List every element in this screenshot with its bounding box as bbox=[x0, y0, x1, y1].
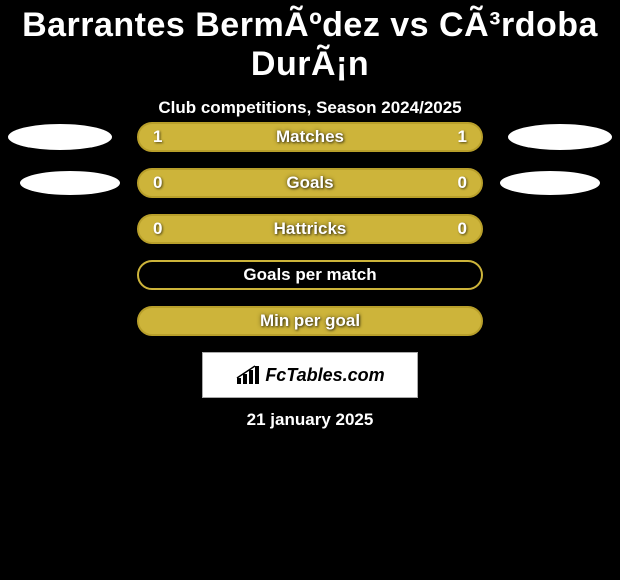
stats-rows: 1 Matches 1 0 Goals 0 0 Hattricks 0 bbox=[0, 122, 620, 352]
stat-label: Goals bbox=[286, 173, 333, 193]
stat-value-right: 0 bbox=[458, 219, 467, 239]
stat-label: Hattricks bbox=[274, 219, 347, 239]
player-left-marker bbox=[20, 171, 120, 195]
stat-label: Min per goal bbox=[260, 311, 360, 331]
stat-row-mpg: Min per goal bbox=[0, 306, 620, 336]
stat-row-gpm: Goals per match bbox=[0, 260, 620, 290]
stat-bar: 0 Hattricks 0 bbox=[137, 214, 483, 244]
source-logo: FcTables.com bbox=[202, 352, 418, 398]
player-right-marker bbox=[508, 124, 612, 150]
player-right-marker bbox=[500, 171, 600, 195]
stat-row-hattricks: 0 Hattricks 0 bbox=[0, 214, 620, 244]
stat-row-goals: 0 Goals 0 bbox=[0, 168, 620, 198]
page-title: Barrantes BermÃºdez vs CÃ³rdoba DurÃ¡n bbox=[0, 0, 620, 84]
stat-row-matches: 1 Matches 1 bbox=[0, 122, 620, 152]
snapshot-date: 21 january 2025 bbox=[0, 410, 620, 430]
stat-bar: Goals per match bbox=[137, 260, 483, 290]
stat-value-left: 0 bbox=[153, 173, 162, 193]
stat-value-left: 1 bbox=[153, 127, 162, 147]
player-left-marker bbox=[8, 124, 112, 150]
stat-label: Matches bbox=[276, 127, 344, 147]
stat-value-right: 1 bbox=[458, 127, 467, 147]
stat-value-left: 0 bbox=[153, 219, 162, 239]
comparison-infographic: Barrantes BermÃºdez vs CÃ³rdoba DurÃ¡n C… bbox=[0, 0, 620, 580]
stat-label: Goals per match bbox=[243, 265, 376, 285]
chart-icon bbox=[235, 364, 261, 386]
stat-value-right: 0 bbox=[458, 173, 467, 193]
stat-bar: Min per goal bbox=[137, 306, 483, 336]
source-logo-text: FcTables.com bbox=[265, 365, 384, 386]
page-subtitle: Club competitions, Season 2024/2025 bbox=[0, 98, 620, 118]
stat-bar: 0 Goals 0 bbox=[137, 168, 483, 198]
stat-bar: 1 Matches 1 bbox=[137, 122, 483, 152]
